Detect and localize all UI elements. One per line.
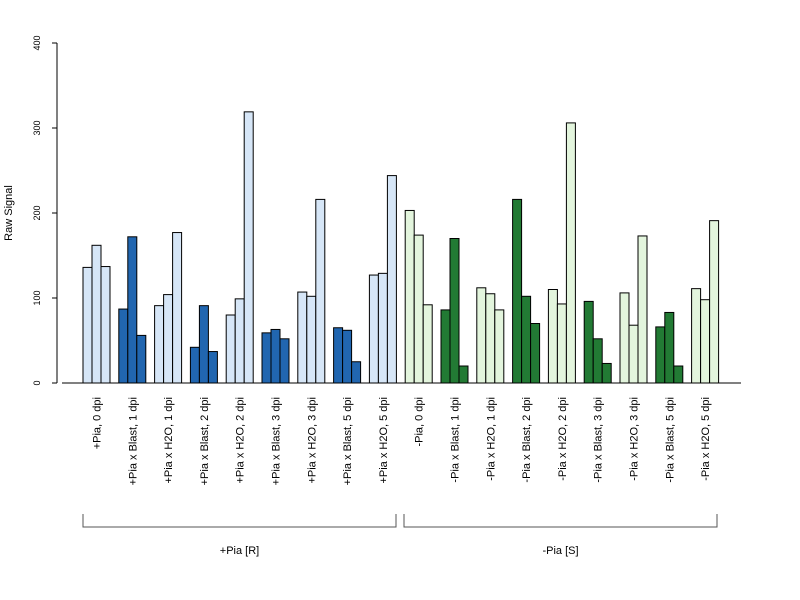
bar [709, 220, 720, 384]
bar [163, 294, 174, 384]
group-bracket [82, 514, 397, 528]
bar [521, 295, 532, 384]
bar [700, 299, 711, 384]
bar [673, 365, 684, 384]
bar [377, 272, 388, 384]
bar [386, 175, 397, 384]
x-category-label: -Pia, 0 dpi [414, 397, 426, 447]
x-category-label: +Pia x H2O, 3 dpi [306, 397, 318, 484]
x-category-label: +Pia x Blast, 3 dpi [271, 397, 283, 485]
y-tick-label: 300 [32, 120, 42, 135]
bar [333, 327, 344, 384]
bar [655, 326, 666, 384]
bar [172, 232, 183, 384]
bar [440, 309, 451, 384]
bar [136, 334, 147, 384]
bar [601, 362, 612, 384]
x-category-label: -Pia x H2O, 1 dpi [485, 397, 497, 481]
y-tick-label: 100 [32, 290, 42, 305]
bar [127, 236, 138, 384]
bar [261, 332, 272, 384]
bar [556, 303, 567, 384]
bar [279, 338, 290, 384]
bar [297, 291, 308, 384]
bar [547, 289, 558, 384]
bar [530, 323, 541, 384]
bar [592, 338, 603, 384]
bar [368, 274, 379, 384]
y-axis [52, 42, 58, 384]
bar [351, 361, 362, 384]
bar [628, 324, 639, 384]
bar [485, 293, 496, 384]
bar [234, 298, 245, 384]
group-brackets: +Pia [R] -Pia [S] [82, 514, 718, 557]
x-category-label: -Pia x Blast, 1 dpi [450, 397, 462, 483]
x-category-label: +Pia x H2O, 1 dpi [163, 397, 175, 484]
y-axis-title: Raw Signal [3, 185, 15, 241]
bar [306, 295, 317, 384]
y-ticks: 0 100 200 300 400 [32, 35, 42, 385]
x-category-labels: +Pia, 0 dpi +Pia x Blast, 1 dpi +Pia x H2O… [92, 397, 713, 485]
group-label: +Pia [R] [220, 545, 259, 557]
x-category-label: +Pia, 0 dpi [92, 397, 104, 449]
bar [154, 305, 165, 384]
x-category-label: -Pia x H2O, 3 dpi [629, 397, 641, 481]
bar [449, 238, 460, 384]
bar [565, 122, 576, 384]
group-bracket [403, 514, 718, 528]
bar [342, 329, 353, 384]
bar [225, 314, 236, 384]
x-category-label: +Pia x Blast, 5 dpi [342, 397, 354, 485]
x-category-label: +Pia x H2O, 2 dpi [235, 397, 247, 484]
y-tick-label: 400 [32, 35, 42, 50]
bar [91, 244, 102, 384]
y-tick-label: 0 [32, 380, 42, 385]
bar [207, 351, 218, 384]
bar [270, 328, 281, 384]
bar [243, 111, 254, 384]
bar [476, 287, 487, 384]
bar [100, 266, 111, 384]
bar [422, 304, 433, 384]
bar [458, 365, 469, 384]
bar [315, 198, 326, 384]
bar [189, 346, 200, 384]
x-category-label: +Pia x H2O, 5 dpi [378, 397, 390, 484]
bar [637, 235, 648, 384]
x-category-label: -Pia x H2O, 5 dpi [700, 397, 712, 481]
bar [82, 266, 93, 384]
bar [664, 311, 675, 384]
bar [404, 209, 415, 384]
x-category-label: -Pia x Blast, 3 dpi [593, 397, 605, 483]
x-category-label: -Pia x Blast, 2 dpi [521, 397, 533, 483]
bar [198, 305, 209, 384]
bar [583, 300, 594, 384]
group-label: -Pia [S] [542, 545, 578, 557]
bar [619, 292, 630, 384]
y-tick-label: 200 [32, 205, 42, 220]
x-category-label: -Pia x H2O, 2 dpi [557, 397, 569, 481]
bar [118, 308, 129, 384]
bar [691, 288, 702, 384]
x-category-label: -Pia x Blast, 5 dpi [664, 397, 676, 483]
bar [512, 198, 523, 384]
bar [494, 309, 505, 384]
bar [413, 234, 424, 384]
x-category-label: +Pia x Blast, 2 dpi [199, 397, 211, 485]
x-category-label: +Pia x Blast, 1 dpi [127, 397, 139, 485]
bars-layer [82, 111, 720, 384]
